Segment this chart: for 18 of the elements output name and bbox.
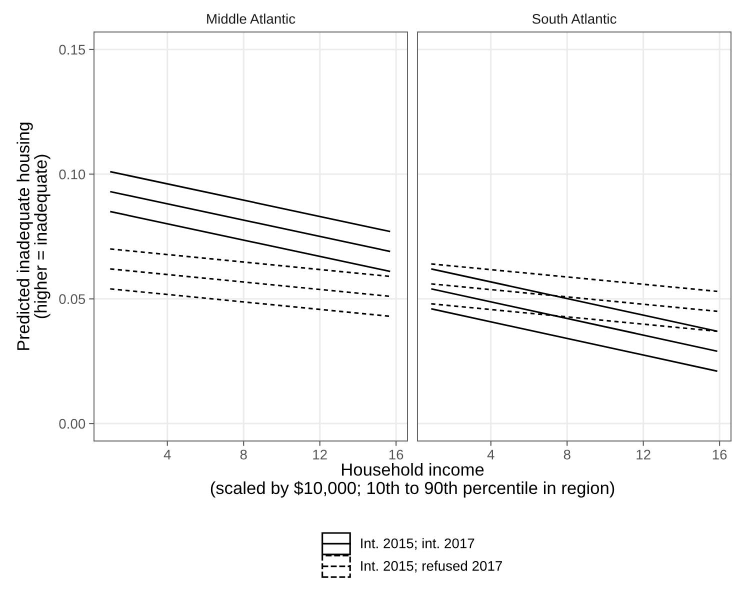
x-tick-label: 8 xyxy=(564,450,570,460)
y-tick-label: 0.15 xyxy=(59,44,86,55)
y-tick-label: 0.05 xyxy=(59,294,86,304)
x-tick-label: 4 xyxy=(164,450,171,460)
x-tick-label: 16 xyxy=(712,450,727,460)
x-tick-label: 8 xyxy=(240,450,247,460)
x-tick-label: 12 xyxy=(313,450,327,460)
chart-title: Middle Atlantic xyxy=(207,14,296,24)
x-tick-label: 12 xyxy=(636,450,650,460)
x-axis-title: Household income (scaled by $10,000; 10th to 90th percentile in region) xyxy=(210,463,614,498)
y-tick-label: 0.10 xyxy=(59,169,86,180)
legend-label: Int. 2015; refused 2017 xyxy=(361,560,502,572)
y-axis-title: Predicted inadequate housing (higher = inadequate) xyxy=(16,122,50,350)
legend-label: Int. 2015; int. 2017 xyxy=(361,538,474,550)
chart-title: South Atlantic xyxy=(532,14,616,24)
x-tick-label: 4 xyxy=(487,450,494,460)
x-tick-label: 16 xyxy=(389,450,404,460)
y-tick-label: 0.00 xyxy=(59,418,86,429)
